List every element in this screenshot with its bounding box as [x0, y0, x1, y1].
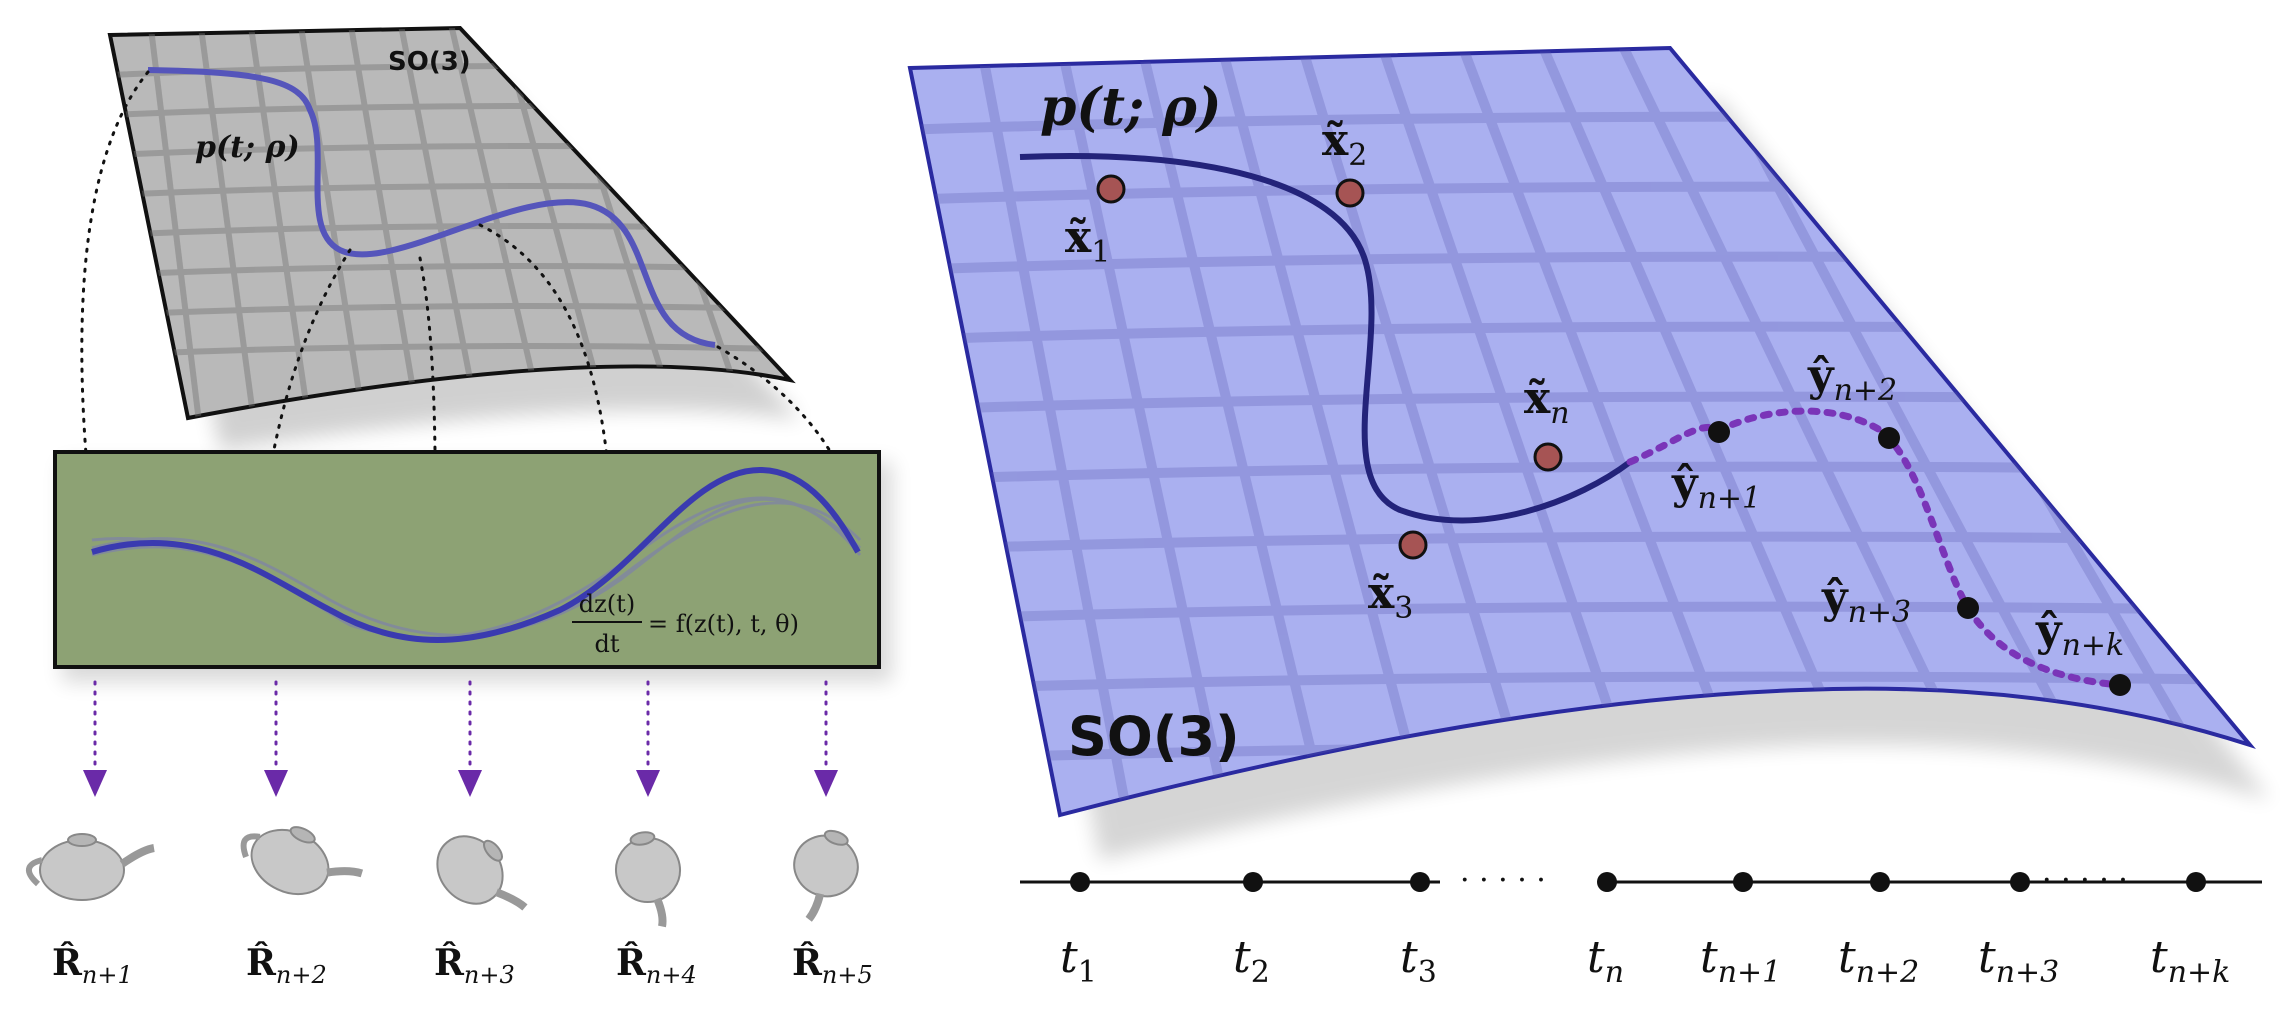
equation-numerator: dz(t) — [579, 590, 635, 618]
teapot-renderings — [26, 826, 859, 928]
time-tick-tnk — [2186, 872, 2206, 892]
right-manifold-label: SO(3) — [1068, 705, 1240, 768]
right-trajectory-curve — [1019, 153, 1632, 524]
output-rotation-labels: R̂n+1 R̂n+2 R̂n+3 R̂n+4 R̂n+5 — [52, 941, 873, 989]
teapot-icon-5 — [793, 829, 859, 922]
time-label-t1: t1 — [1060, 932, 1097, 990]
left-manifold-label: SO(3) — [388, 47, 471, 77]
right-manifold-group: p(t; ρ) SO(3) x̃1 x̃2 x̃3 x̃n — [907, 45, 2270, 860]
prediction-y3-marker — [1957, 597, 1979, 619]
mapping-arrow-2 — [247, 248, 352, 572]
observation-markers — [1096, 174, 1563, 560]
time-label-tn2: tn+2 — [1838, 932, 1919, 990]
time-label-t3: t3 — [1400, 932, 1437, 990]
time-label-tn: tn — [1587, 932, 1624, 990]
time-tick-tn3 — [2010, 872, 2030, 892]
teapot-icon-3 — [436, 835, 528, 911]
time-axis-ellipsis-1: · · · · · — [1460, 863, 1546, 898]
right-manifold-surface — [907, 45, 2256, 818]
decoding-arrows — [83, 680, 838, 797]
observation-x2-marker — [1335, 178, 1365, 208]
teapot-icon-4 — [615, 831, 681, 928]
output-label-2: R̂n+2 — [246, 941, 327, 989]
left-manifold-group: SO(3) p(t; ρ) — [107, 25, 800, 450]
prediction-markers — [1708, 421, 2131, 696]
observation-x3-label: x̃3 — [1368, 568, 1413, 626]
prediction-labels: ŷn+1 ŷn+2 ŷn+3 ŷn+k — [1671, 350, 2124, 663]
latent-dynamics-box: dz(t) dt = f(z(t), t, θ) — [53, 450, 892, 682]
observation-xn-label: x̃n — [1524, 373, 1570, 431]
observation-xn-marker — [1533, 442, 1563, 472]
latent-box-background — [53, 450, 881, 669]
output-label-3: R̂n+3 — [434, 941, 515, 989]
left-manifold-surface — [107, 25, 796, 421]
left-trajectory-curve — [147, 67, 716, 348]
teapot-icon-2 — [240, 826, 364, 896]
prediction-y1-marker — [1708, 421, 1730, 443]
output-label-5: R̂n+5 — [792, 941, 873, 989]
time-axis-labels: t1 t2 t3 tn tn+1 tn+2 tn+3 tn+k — [1060, 932, 2230, 990]
latent-main-trajectory — [91, 466, 861, 643]
left-curve-label: p(t; ρ) — [195, 130, 300, 165]
time-tick-tn — [1597, 872, 1617, 892]
prediction-y2-marker — [1878, 427, 1900, 449]
latent-ode-equation: dz(t) dt = f(z(t), t, θ) — [572, 590, 799, 658]
time-tick-t3 — [1410, 872, 1430, 892]
output-label-4: R̂n+4 — [616, 941, 697, 989]
time-label-t2: t2 — [1233, 932, 1270, 990]
prediction-yk-label: ŷn+k — [2035, 605, 2124, 663]
right-curve-label: p(t; ρ) — [1040, 77, 1221, 138]
time-label-tn1: tn+1 — [1700, 932, 1781, 990]
equation-rhs: = f(z(t), t, θ) — [648, 610, 799, 638]
time-tick-t2 — [1243, 872, 1263, 892]
time-label-tn3: tn+3 — [1978, 932, 2059, 990]
observation-x3-marker — [1398, 530, 1428, 560]
time-label-tnk: tn+k — [2150, 932, 2230, 990]
time-tick-tn2 — [1870, 872, 1890, 892]
equation-denominator: dt — [594, 630, 619, 658]
observation-labels: x̃1 x̃2 x̃3 x̃n — [1065, 115, 1570, 626]
time-tick-tn1 — [1733, 872, 1753, 892]
teapot-icon-1 — [26, 833, 155, 901]
prediction-y2-label: ŷn+2 — [1807, 350, 1897, 408]
prediction-yk-marker — [2109, 674, 2131, 696]
prediction-y1-label: ŷn+1 — [1671, 458, 1761, 516]
time-axis-ellipsis-2: · · · · · — [2042, 863, 2128, 898]
output-label-1: R̂n+1 — [52, 941, 133, 989]
mapping-arrow-1 — [80, 70, 150, 557]
time-tick-t1 — [1070, 872, 1090, 892]
observation-x1-label: x̃1 — [1065, 212, 1110, 270]
observation-x2-label: x̃2 — [1322, 115, 1367, 173]
time-axis: · · · · · · · · · · — [1020, 863, 2262, 898]
prediction-y3-label: ŷn+3 — [1821, 572, 1911, 630]
observation-x1-marker — [1096, 174, 1126, 204]
